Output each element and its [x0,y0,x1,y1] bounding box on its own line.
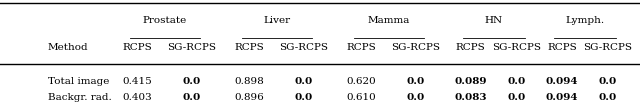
Text: 0.0: 0.0 [183,77,201,86]
Text: RCPS: RCPS [235,43,264,52]
Text: Mamma: Mamma [367,16,410,25]
Text: RCPS: RCPS [347,43,376,52]
Text: 0.094: 0.094 [546,77,578,86]
Text: SG-RCPS: SG-RCPS [280,43,328,52]
Text: 0.0: 0.0 [599,93,617,102]
Text: SG-RCPS: SG-RCPS [392,43,440,52]
Text: SG-RCPS: SG-RCPS [168,43,216,52]
Text: 0.0: 0.0 [407,93,425,102]
Text: RCPS: RCPS [123,43,152,52]
Text: 0.0: 0.0 [295,77,313,86]
Text: 0.083: 0.083 [454,93,486,102]
Text: 0.094: 0.094 [546,93,578,102]
Text: 0.0: 0.0 [407,77,425,86]
Text: SG-RCPS: SG-RCPS [493,43,541,52]
Text: 0.0: 0.0 [599,77,617,86]
Text: RCPS: RCPS [456,43,485,52]
Text: 0.898: 0.898 [235,77,264,86]
Text: Total image: Total image [48,77,109,86]
Text: SG-RCPS: SG-RCPS [584,43,632,52]
Text: 0.403: 0.403 [123,93,152,102]
Text: Prostate: Prostate [143,16,187,25]
Text: 0.620: 0.620 [347,77,376,86]
Text: 0.089: 0.089 [454,77,486,86]
Text: HN: HN [484,16,503,25]
Text: 0.0: 0.0 [295,93,313,102]
Text: 0.0: 0.0 [508,77,526,86]
Text: 0.0: 0.0 [508,93,526,102]
Text: RCPS: RCPS [547,43,577,52]
Text: 0.415: 0.415 [123,77,152,86]
Text: 0.896: 0.896 [235,93,264,102]
Text: 0.0: 0.0 [183,93,201,102]
Text: Liver: Liver [263,16,291,25]
Text: 0.610: 0.610 [347,93,376,102]
Text: Backgr. rad.: Backgr. rad. [48,93,112,102]
Text: Method: Method [48,43,88,52]
Text: Lymph.: Lymph. [565,16,605,25]
